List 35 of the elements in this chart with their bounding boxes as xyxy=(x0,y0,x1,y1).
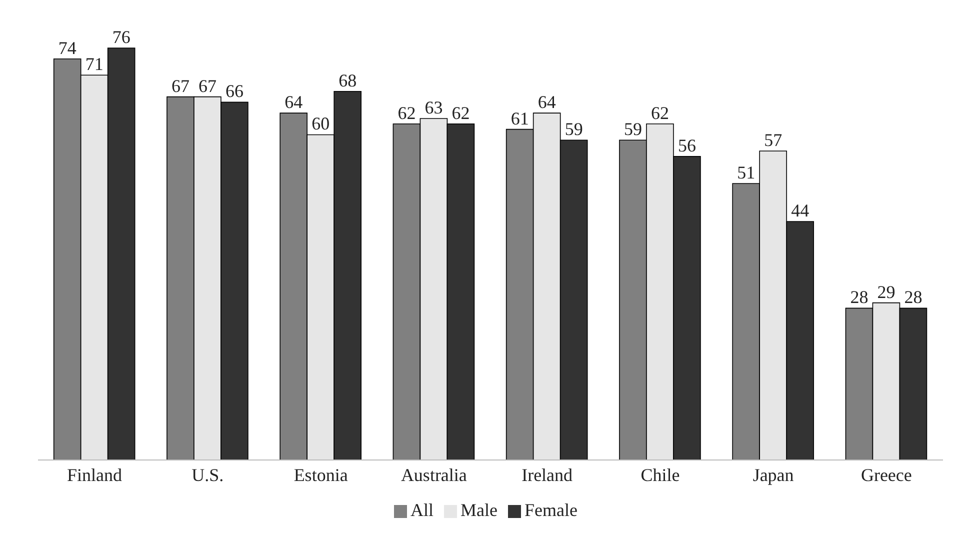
x-tick-label: Chile xyxy=(640,464,680,485)
data-label: 61 xyxy=(510,108,529,128)
legend-label: All xyxy=(410,500,434,520)
legend-label: Female xyxy=(524,500,578,520)
data-label: 71 xyxy=(85,54,104,74)
data-label: 66 xyxy=(225,81,244,102)
data-label: 57 xyxy=(764,130,782,150)
data-label: 59 xyxy=(564,119,583,140)
data-label: 74 xyxy=(58,38,76,58)
data-label: 67 xyxy=(171,76,190,96)
data-label: 60 xyxy=(312,114,330,134)
data-label: 68 xyxy=(338,70,357,90)
x-tick-label: Ireland xyxy=(522,464,573,485)
data-label: 59 xyxy=(624,119,642,140)
x-tick-label: Greece xyxy=(860,464,912,485)
data-label: 44 xyxy=(791,200,810,220)
data-label: 28 xyxy=(904,287,922,308)
legend-label: Male xyxy=(460,500,498,520)
data-label: 67 xyxy=(198,76,216,96)
data-label: 62 xyxy=(650,102,669,123)
x-tick-label: Australia xyxy=(400,464,467,485)
data-label: 62 xyxy=(398,102,416,123)
x-tick-label: Japan xyxy=(752,464,794,485)
data-label: 51 xyxy=(737,162,756,183)
x-tick-label: U.S. xyxy=(192,464,224,485)
data-label: 63 xyxy=(424,97,443,118)
data-label: 29 xyxy=(877,282,896,302)
x-tick-label: Estonia xyxy=(294,464,348,485)
data-label: 28 xyxy=(850,287,868,308)
data-label: 64 xyxy=(284,92,303,112)
data-label: 56 xyxy=(678,135,696,156)
x-tick-label: Finland xyxy=(67,464,122,485)
data-label: 76 xyxy=(112,27,130,47)
data-label: 64 xyxy=(538,92,556,112)
data-label: 62 xyxy=(452,102,470,123)
